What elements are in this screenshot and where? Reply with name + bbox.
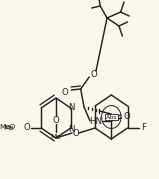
Text: O: O	[72, 129, 79, 137]
Text: O: O	[62, 88, 69, 96]
Text: N: N	[68, 103, 75, 112]
Text: Me: Me	[3, 125, 14, 131]
Text: MeO: MeO	[0, 124, 16, 130]
Text: O: O	[23, 124, 30, 132]
Text: F: F	[141, 124, 146, 132]
Text: Me: Me	[51, 134, 61, 140]
Text: O: O	[90, 69, 97, 79]
Text: O: O	[123, 112, 130, 120]
Text: Abs: Abs	[106, 115, 117, 120]
Text: O: O	[53, 115, 59, 125]
Text: HN: HN	[90, 117, 103, 125]
Text: N: N	[68, 125, 75, 134]
